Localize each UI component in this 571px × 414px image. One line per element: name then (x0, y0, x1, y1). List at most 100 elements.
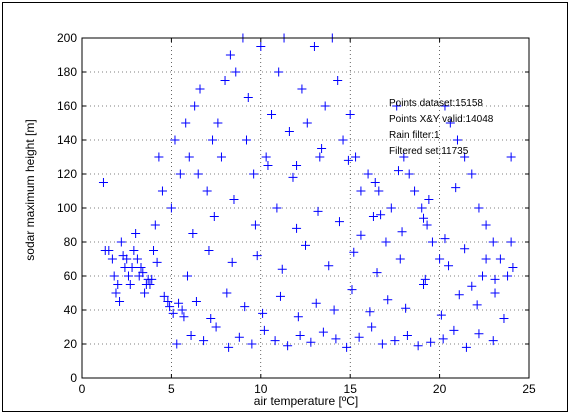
data-point (208, 135, 218, 145)
data-point (138, 268, 148, 278)
data-point (157, 186, 167, 196)
data-point (132, 254, 142, 264)
data-point (152, 257, 162, 267)
data-point (252, 251, 262, 261)
data-point (315, 152, 325, 162)
data-point (365, 307, 375, 317)
data-point (175, 169, 185, 179)
data-point (168, 308, 178, 318)
data-point (150, 220, 160, 230)
data-point (190, 101, 200, 111)
annotation-text: Filtered set:11735 (389, 146, 469, 157)
data-point (234, 332, 244, 342)
data-point (381, 237, 391, 247)
data-point (267, 110, 277, 119)
y-tick-label: 160 (57, 99, 77, 113)
data-point (313, 206, 323, 216)
data-point (249, 169, 259, 179)
data-point (199, 336, 209, 346)
y-tick-label: 80 (64, 235, 78, 249)
data-point (179, 312, 189, 322)
data-point (292, 223, 302, 233)
data-point (224, 342, 234, 352)
data-point (100, 246, 110, 255)
data-point (390, 336, 400, 346)
data-points (98, 33, 518, 352)
data-point (354, 332, 364, 342)
data-point (427, 237, 437, 247)
data-point (420, 274, 430, 284)
data-point (272, 203, 282, 213)
data-point (495, 254, 505, 264)
data-point (506, 152, 516, 162)
data-point (419, 280, 429, 289)
annotation-text: Points dataset:15158 (389, 98, 483, 109)
data-point (454, 290, 464, 300)
data-point (490, 288, 500, 298)
data-point (393, 166, 403, 176)
data-point (444, 261, 454, 271)
axes (81, 37, 530, 379)
data-point (386, 203, 396, 213)
data-point (172, 339, 182, 349)
y-axis-label: sodar maximum height [m] (23, 119, 37, 260)
data-point (374, 186, 384, 196)
data-point (349, 247, 359, 257)
data-point (259, 325, 269, 335)
data-point (311, 298, 321, 308)
data-point (225, 50, 235, 60)
data-point (98, 178, 108, 187)
data-point (461, 342, 471, 352)
y-tick-label: 40 (64, 303, 78, 317)
x-tick-label: 15 (344, 382, 358, 396)
data-point (449, 325, 459, 335)
data-point (397, 227, 407, 237)
y-tick-label: 0 (70, 371, 77, 385)
data-point (460, 244, 470, 254)
data-point (499, 314, 509, 323)
data-point (129, 246, 139, 255)
data-point (227, 257, 237, 267)
y-tick-label: 120 (57, 167, 77, 181)
data-point (166, 203, 176, 213)
data-point (301, 240, 310, 250)
y-tick-label: 140 (57, 133, 77, 147)
data-point (356, 230, 366, 240)
x-tick-label: 0 (79, 382, 86, 396)
data-point (123, 271, 133, 281)
data-point (159, 291, 169, 301)
x-tick-label: 5 (168, 382, 175, 396)
data-point (209, 212, 219, 221)
data-point (401, 303, 411, 313)
data-point (356, 186, 366, 196)
data-point (331, 334, 341, 344)
data-point (404, 169, 414, 179)
data-point (174, 298, 184, 308)
data-point (261, 152, 271, 162)
data-point (295, 331, 305, 340)
data-point (131, 229, 141, 238)
data-point (488, 237, 498, 247)
data-point (503, 271, 513, 281)
data-point (452, 135, 462, 145)
data-point (363, 169, 373, 179)
data-point (460, 152, 470, 162)
data-point (274, 67, 284, 77)
data-point (191, 297, 201, 306)
data-point (324, 261, 334, 271)
data-point (351, 152, 361, 162)
data-point (250, 220, 260, 230)
data-point (140, 288, 150, 298)
data-point (467, 281, 477, 291)
data-point (320, 101, 330, 111)
data-point (440, 234, 450, 244)
data-point (424, 195, 434, 204)
data-point (116, 237, 126, 247)
data-point (338, 135, 348, 145)
data-point (490, 274, 500, 284)
data-point (419, 213, 429, 223)
data-point (141, 280, 151, 289)
data-point (370, 178, 380, 187)
data-point (383, 295, 393, 305)
